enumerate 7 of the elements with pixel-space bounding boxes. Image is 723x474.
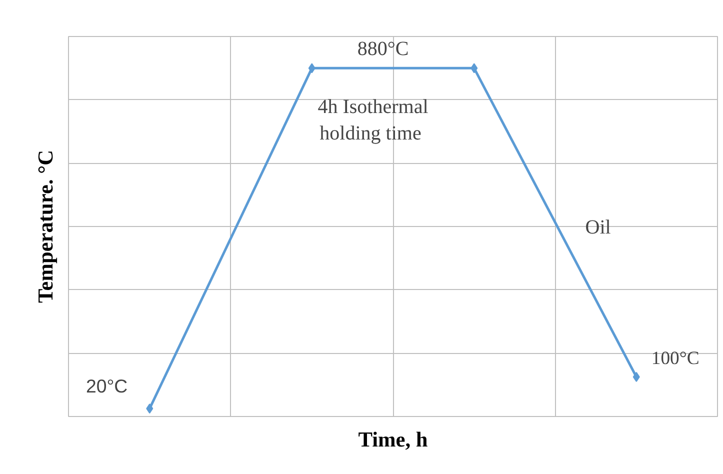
y-axis-title: Temperature. °C [34,150,58,304]
x-axis-title: Time, h [358,428,428,452]
data-label: 100°C [651,348,700,369]
annotation: 4h Isothermal holding time [318,96,429,145]
annotation: Oil [585,216,612,239]
data-label: 20°C [86,376,128,397]
annotation: 880°C [357,38,409,60]
